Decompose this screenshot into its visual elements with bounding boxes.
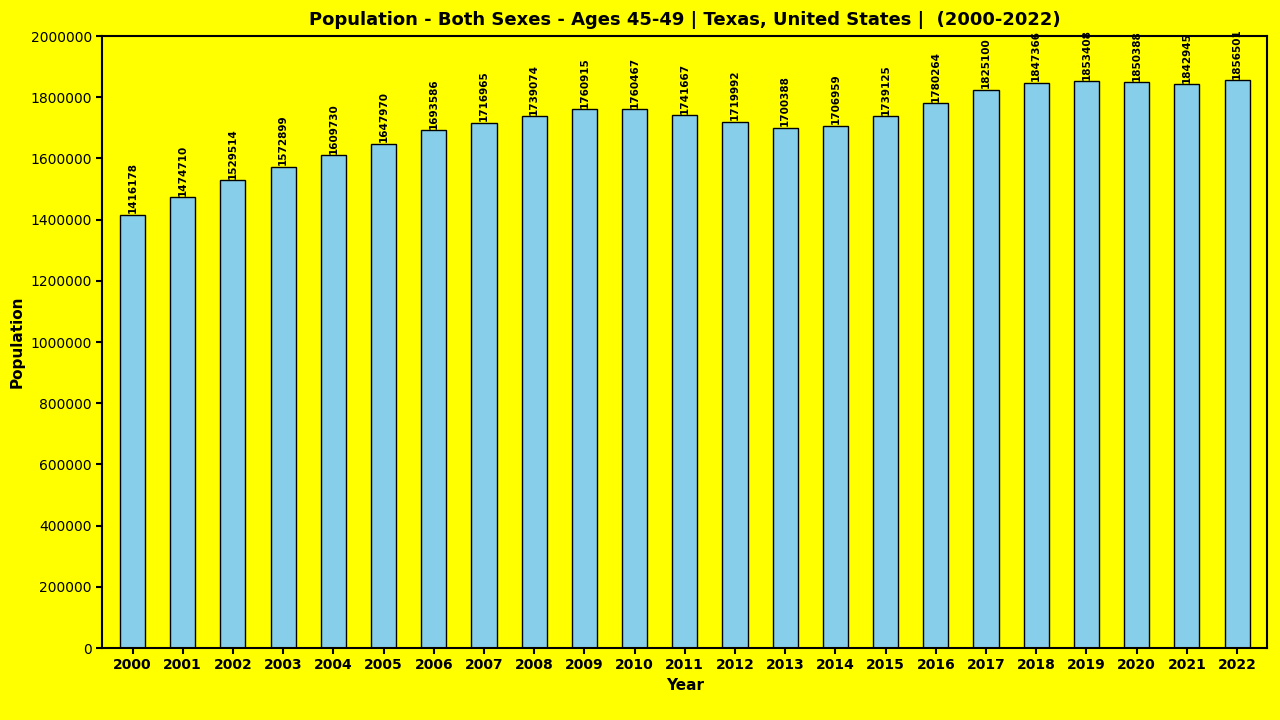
Text: 1700388: 1700388 [781,76,790,127]
Text: 1572899: 1572899 [278,115,288,166]
Text: 1842945: 1842945 [1181,32,1192,83]
Title: Population - Both Sexes - Ages 45-49 | Texas, United States |  (2000-2022): Population - Both Sexes - Ages 45-49 | T… [308,11,1061,29]
Bar [873,116,899,648]
Bar [522,116,547,648]
Bar [572,109,596,648]
Bar [1225,80,1249,648]
Text: 1716965: 1716965 [479,71,489,122]
Bar [471,122,497,648]
Text: 1847366: 1847366 [1032,30,1041,81]
Bar [120,215,145,648]
Bar [1024,83,1048,648]
Text: 1780264: 1780264 [931,51,941,102]
Text: 1529514: 1529514 [228,128,238,179]
Y-axis label: Population: Population [10,296,24,388]
Bar [321,156,346,648]
Text: 1416178: 1416178 [128,163,137,213]
Bar [672,115,698,648]
Bar [1124,82,1149,648]
Bar [371,144,396,648]
Text: 1739074: 1739074 [529,63,539,114]
Bar [270,167,296,648]
Bar [1074,81,1100,648]
Text: 1739125: 1739125 [881,64,891,114]
Bar [823,126,847,648]
Text: 1609730: 1609730 [329,104,338,154]
Bar [622,109,648,648]
Bar [1174,84,1199,648]
Bar [773,127,797,648]
Bar [974,89,998,648]
Bar [421,130,447,648]
Text: 1706959: 1706959 [831,74,841,125]
Text: 1850388: 1850388 [1132,30,1142,81]
Bar [923,103,948,648]
Text: 1853408: 1853408 [1082,29,1092,80]
Text: 1741667: 1741667 [680,63,690,114]
X-axis label: Year: Year [666,678,704,693]
Text: 1760915: 1760915 [580,57,589,108]
Text: 1719992: 1719992 [730,70,740,120]
Bar [220,180,246,648]
Text: 1647970: 1647970 [379,91,389,143]
Text: 1760467: 1760467 [630,57,640,108]
Bar [722,122,748,648]
Text: 1693586: 1693586 [429,78,439,129]
Text: 1825100: 1825100 [980,37,991,89]
Text: 1474710: 1474710 [178,144,188,196]
Text: 1856501: 1856501 [1233,28,1242,78]
Bar [170,197,196,648]
